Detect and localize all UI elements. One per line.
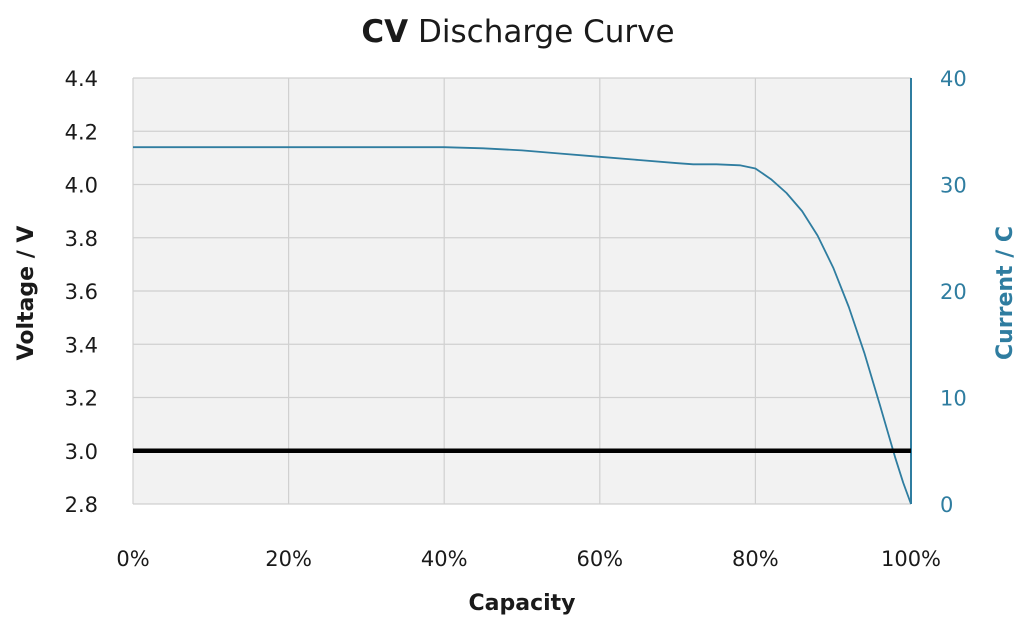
y-left-tick-label: 3.0 — [65, 440, 98, 464]
x-tick-label: 0% — [116, 547, 149, 571]
chart-title-rest: Discharge Curve — [408, 14, 674, 50]
x-tick-label: 80% — [732, 547, 779, 571]
y-right-tick-label: 40 — [940, 67, 967, 91]
left-axis-ticks: 4.4 4.2 4.0 3.8 3.6 3.4 3.2 3.0 2.8 — [65, 67, 98, 517]
y-axis-right-label: Current / C — [993, 226, 1018, 360]
y-axis-left-label: Voltage / V — [14, 226, 39, 361]
y-left-tick-label: 3.8 — [65, 227, 98, 251]
y-left-tick-label: 3.6 — [65, 280, 98, 304]
y-right-tick-label: 0 — [940, 493, 953, 517]
series-group — [133, 146, 912, 505]
y-right-tick-label: 20 — [940, 280, 967, 304]
y-right-tick-label: 10 — [940, 387, 967, 411]
x-tick-label: 20% — [265, 547, 312, 571]
series-line-current — [133, 146, 912, 505]
y-left-tick-label: 4.4 — [65, 67, 98, 91]
y-left-tick-label: 4.2 — [65, 120, 98, 144]
chart-title: CV Discharge Curve — [361, 14, 674, 50]
x-tick-label: 100% — [881, 547, 941, 571]
x-tick-label: 60% — [576, 547, 623, 571]
bottom-axis-ticks: 0% 20% 40% 60% 80% 100% — [116, 547, 941, 571]
y-left-tick-label: 3.2 — [65, 387, 98, 411]
chart-title-bold: CV — [361, 14, 408, 50]
y-right-tick-label: 30 — [940, 174, 967, 198]
y-left-tick-label: 2.8 — [65, 493, 98, 517]
x-tick-label: 40% — [421, 547, 468, 571]
y-left-tick-label: 4.0 — [65, 174, 98, 198]
y-left-tick-label: 3.4 — [65, 333, 98, 357]
right-axis-ticks: 40 30 20 10 0 — [940, 67, 967, 517]
x-axis-label: Capacity — [468, 591, 575, 616]
